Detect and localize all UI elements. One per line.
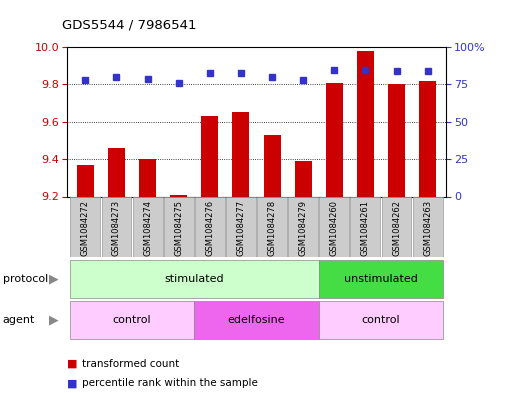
FancyBboxPatch shape	[257, 197, 287, 257]
Text: unstimulated: unstimulated	[344, 274, 418, 284]
Text: GSM1084277: GSM1084277	[236, 200, 245, 256]
Bar	[264, 135, 281, 196]
Text: GSM1084272: GSM1084272	[81, 200, 90, 255]
Bar	[70, 260, 319, 298]
Text: GSM1084273: GSM1084273	[112, 200, 121, 256]
Text: protocol: protocol	[3, 274, 48, 284]
FancyBboxPatch shape	[195, 197, 225, 257]
Bar	[232, 112, 249, 196]
FancyBboxPatch shape	[70, 197, 101, 257]
FancyBboxPatch shape	[412, 197, 443, 257]
Bar	[70, 301, 194, 339]
Bar	[357, 51, 374, 196]
FancyBboxPatch shape	[288, 197, 318, 257]
Bar	[201, 116, 219, 196]
Text: GSM1084279: GSM1084279	[299, 200, 308, 255]
Text: GSM1084275: GSM1084275	[174, 200, 183, 255]
Text: ▶: ▶	[49, 314, 59, 327]
Bar	[108, 148, 125, 196]
Bar	[326, 83, 343, 196]
Bar	[319, 260, 443, 298]
Text: GSM1084261: GSM1084261	[361, 200, 370, 255]
Text: ■: ■	[67, 358, 77, 369]
Text: GSM1084278: GSM1084278	[268, 200, 277, 256]
FancyBboxPatch shape	[320, 197, 349, 257]
Text: edelfosine: edelfosine	[228, 315, 285, 325]
Text: agent: agent	[3, 315, 35, 325]
FancyBboxPatch shape	[164, 197, 193, 257]
FancyBboxPatch shape	[226, 197, 256, 257]
Text: GSM1084262: GSM1084262	[392, 200, 401, 255]
Text: ▶: ▶	[49, 272, 59, 286]
Bar	[419, 81, 436, 196]
FancyBboxPatch shape	[133, 197, 163, 257]
Bar	[388, 84, 405, 196]
Text: GSM1084274: GSM1084274	[143, 200, 152, 255]
FancyBboxPatch shape	[102, 197, 131, 257]
Bar	[77, 165, 94, 196]
Text: ■: ■	[67, 378, 77, 388]
Bar	[319, 301, 443, 339]
Text: GSM1084276: GSM1084276	[205, 200, 214, 256]
FancyBboxPatch shape	[382, 197, 411, 257]
Text: GSM1084260: GSM1084260	[330, 200, 339, 255]
Text: control: control	[113, 315, 151, 325]
FancyBboxPatch shape	[350, 197, 380, 257]
Bar	[294, 161, 312, 196]
Text: percentile rank within the sample: percentile rank within the sample	[82, 378, 258, 388]
Text: GDS5544 / 7986541: GDS5544 / 7986541	[62, 18, 196, 31]
Bar	[139, 159, 156, 196]
Text: transformed count: transformed count	[82, 358, 180, 369]
Text: control: control	[362, 315, 400, 325]
Text: GSM1084263: GSM1084263	[423, 200, 432, 256]
Text: stimulated: stimulated	[165, 274, 224, 284]
Bar	[170, 195, 187, 196]
Bar	[194, 301, 319, 339]
